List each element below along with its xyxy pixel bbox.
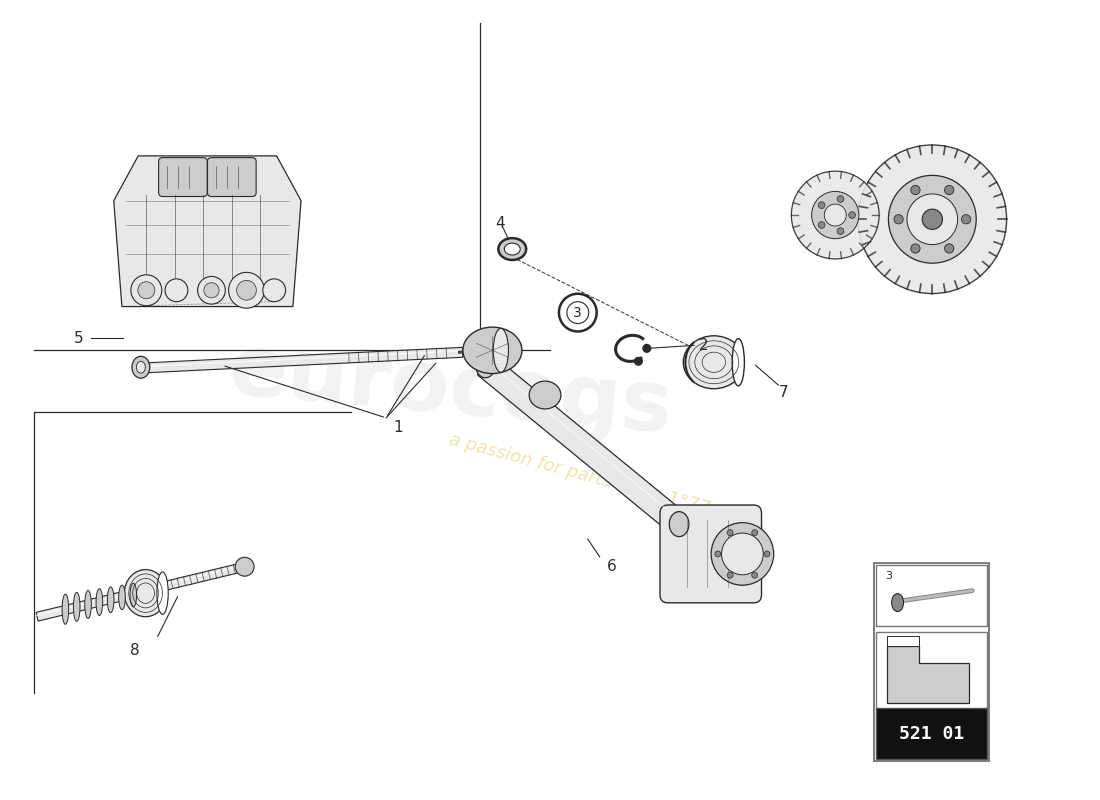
Circle shape bbox=[204, 282, 219, 298]
Circle shape bbox=[837, 196, 844, 202]
Circle shape bbox=[751, 572, 758, 578]
Circle shape bbox=[961, 214, 970, 224]
Circle shape bbox=[908, 194, 958, 245]
Circle shape bbox=[837, 228, 844, 234]
Ellipse shape bbox=[157, 572, 168, 614]
Text: 521 01: 521 01 bbox=[899, 725, 964, 742]
Ellipse shape bbox=[74, 592, 80, 622]
Text: 5: 5 bbox=[74, 331, 84, 346]
Circle shape bbox=[235, 558, 254, 576]
Circle shape bbox=[849, 212, 856, 218]
Circle shape bbox=[263, 279, 286, 302]
Ellipse shape bbox=[493, 329, 508, 372]
Polygon shape bbox=[459, 350, 475, 354]
Circle shape bbox=[911, 186, 920, 194]
Circle shape bbox=[727, 530, 733, 536]
Circle shape bbox=[131, 274, 162, 306]
Ellipse shape bbox=[475, 353, 495, 378]
Ellipse shape bbox=[62, 594, 68, 624]
Ellipse shape bbox=[119, 585, 125, 610]
Ellipse shape bbox=[96, 589, 102, 615]
Text: 8: 8 bbox=[130, 642, 140, 658]
Circle shape bbox=[945, 244, 954, 253]
Circle shape bbox=[715, 551, 720, 557]
Ellipse shape bbox=[892, 594, 903, 611]
Circle shape bbox=[727, 572, 733, 578]
Circle shape bbox=[894, 214, 903, 224]
Ellipse shape bbox=[683, 336, 745, 389]
Polygon shape bbox=[138, 347, 463, 373]
Circle shape bbox=[889, 175, 976, 263]
Ellipse shape bbox=[504, 243, 520, 255]
FancyBboxPatch shape bbox=[660, 505, 761, 603]
Circle shape bbox=[198, 277, 226, 304]
FancyBboxPatch shape bbox=[208, 158, 256, 197]
Circle shape bbox=[818, 202, 825, 209]
Ellipse shape bbox=[132, 356, 150, 378]
Polygon shape bbox=[887, 646, 969, 703]
Circle shape bbox=[236, 281, 256, 300]
Text: 2: 2 bbox=[700, 338, 708, 353]
Circle shape bbox=[229, 272, 264, 308]
Circle shape bbox=[722, 533, 763, 574]
Ellipse shape bbox=[136, 362, 145, 373]
Ellipse shape bbox=[498, 238, 526, 260]
Ellipse shape bbox=[108, 587, 114, 613]
Polygon shape bbox=[477, 355, 688, 534]
Text: a passion for parts since 1°77: a passion for parts since 1°77 bbox=[448, 431, 712, 518]
Text: 4: 4 bbox=[495, 216, 505, 230]
Text: 7: 7 bbox=[779, 385, 789, 399]
Circle shape bbox=[764, 551, 770, 557]
FancyBboxPatch shape bbox=[158, 158, 207, 197]
FancyBboxPatch shape bbox=[876, 708, 987, 759]
Ellipse shape bbox=[529, 381, 561, 409]
Polygon shape bbox=[36, 562, 245, 621]
Ellipse shape bbox=[130, 583, 136, 606]
Circle shape bbox=[711, 522, 773, 586]
Circle shape bbox=[165, 279, 188, 302]
Ellipse shape bbox=[85, 590, 91, 618]
FancyBboxPatch shape bbox=[876, 632, 987, 710]
Text: eurocogs: eurocogs bbox=[226, 330, 675, 450]
Circle shape bbox=[642, 344, 651, 352]
Text: 1: 1 bbox=[394, 420, 403, 435]
Ellipse shape bbox=[669, 512, 689, 537]
FancyBboxPatch shape bbox=[876, 565, 987, 626]
Polygon shape bbox=[113, 156, 301, 306]
Circle shape bbox=[751, 530, 758, 536]
Circle shape bbox=[922, 209, 943, 230]
Ellipse shape bbox=[733, 338, 745, 386]
Circle shape bbox=[635, 358, 642, 366]
Text: 6: 6 bbox=[607, 559, 616, 574]
Circle shape bbox=[791, 171, 879, 259]
Circle shape bbox=[945, 186, 954, 194]
Polygon shape bbox=[887, 636, 920, 646]
Circle shape bbox=[824, 204, 846, 226]
Circle shape bbox=[812, 191, 859, 238]
Text: 3: 3 bbox=[886, 571, 893, 581]
Circle shape bbox=[818, 222, 825, 228]
Circle shape bbox=[858, 145, 1006, 294]
Text: 3: 3 bbox=[573, 306, 582, 320]
Ellipse shape bbox=[124, 570, 167, 617]
Circle shape bbox=[138, 282, 155, 298]
Ellipse shape bbox=[463, 327, 521, 374]
Circle shape bbox=[911, 244, 920, 253]
